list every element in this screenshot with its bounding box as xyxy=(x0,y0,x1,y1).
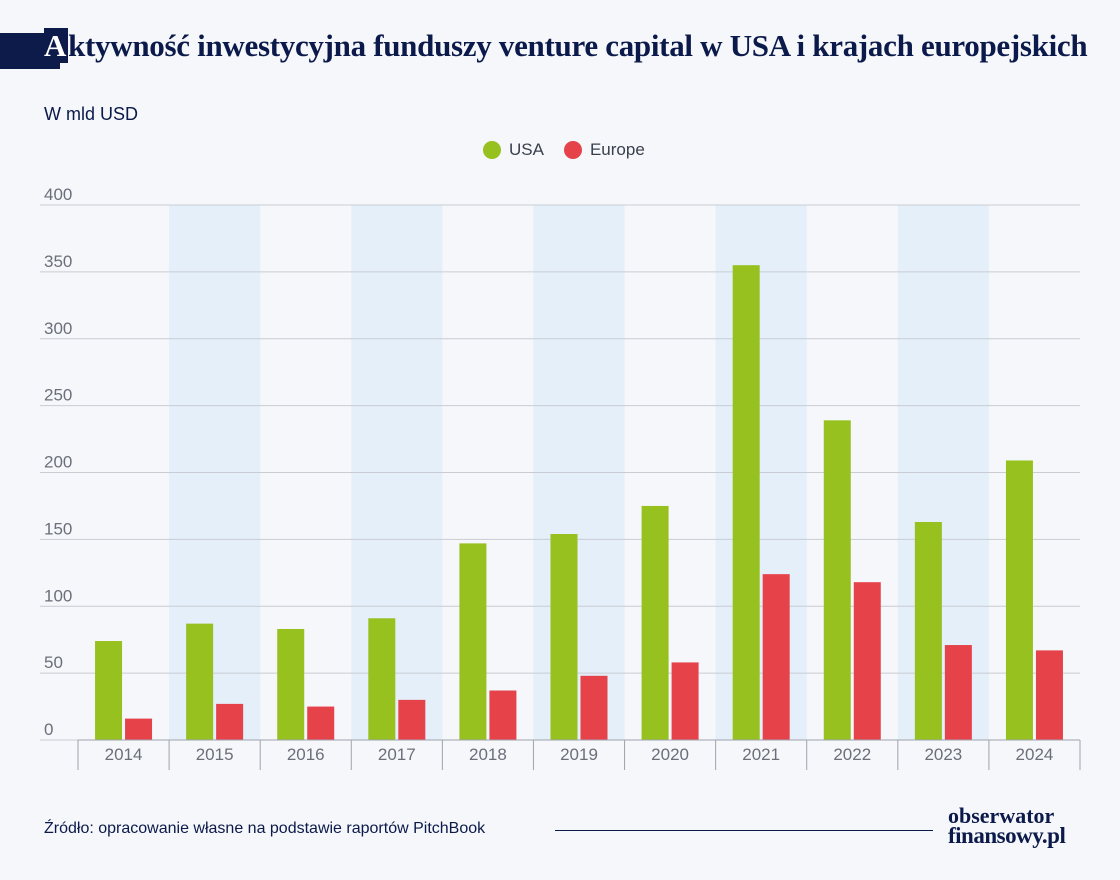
x-tick-label: 2020 xyxy=(651,745,689,764)
x-tick-label: 2017 xyxy=(378,745,416,764)
bar-europe-2020 xyxy=(671,662,699,740)
x-tick-label: 2022 xyxy=(833,745,871,764)
x-tick-label: 2015 xyxy=(196,745,234,764)
bar-usa-2021 xyxy=(732,265,760,740)
bar-usa-2018 xyxy=(459,543,487,740)
logo-line-2: finansowy.pl xyxy=(948,823,1066,848)
bar-usa-2019 xyxy=(550,534,578,740)
bar-europe-2023 xyxy=(944,645,972,740)
y-tick-label: 0 xyxy=(44,720,53,739)
bar-usa-2022 xyxy=(823,420,851,740)
bar-europe-2015 xyxy=(216,703,244,740)
chart-legend: USA Europe xyxy=(483,140,645,160)
bar-usa-2020 xyxy=(641,505,669,740)
chart-title: Aktywność inwestycyjna funduszy venture … xyxy=(44,28,1088,64)
x-tick-label: 2024 xyxy=(1016,745,1054,764)
legend-item-europe: Europe xyxy=(563,140,645,160)
y-tick-label: 250 xyxy=(44,386,72,405)
bar-europe-2022 xyxy=(853,582,881,740)
x-tick-label: 2019 xyxy=(560,745,598,764)
bar-europe-2024 xyxy=(1035,650,1063,740)
bar-usa-2024 xyxy=(1005,460,1033,740)
bar-usa-2016 xyxy=(277,628,305,740)
bar-europe-2014 xyxy=(125,718,153,740)
y-tick-label: 150 xyxy=(44,519,72,538)
bar-europe-2018 xyxy=(489,690,517,740)
x-tick-label: 2014 xyxy=(105,745,143,764)
bar-europe-2021 xyxy=(762,574,790,740)
x-tick-label: 2021 xyxy=(742,745,780,764)
logo-line-1: obserwator xyxy=(948,803,1055,828)
bar-usa-2017 xyxy=(368,618,396,740)
x-tick-label: 2018 xyxy=(469,745,507,764)
bar-europe-2016 xyxy=(307,706,335,740)
source-divider xyxy=(555,830,933,831)
y-tick-label: 100 xyxy=(44,586,72,605)
bar-usa-2015 xyxy=(186,623,214,740)
bar-usa-2014 xyxy=(95,641,123,740)
y-tick-label: 350 xyxy=(44,252,72,271)
title-text: ktywność inwestycyjna funduszy venture c… xyxy=(68,28,1088,63)
y-tick-label: 50 xyxy=(44,653,63,672)
source-note: Źródło: opracowanie własne na podstawie … xyxy=(44,820,486,837)
legend-label-europe: Europe xyxy=(589,140,645,159)
x-tick-label: 2016 xyxy=(287,745,325,764)
legend-swatch-usa xyxy=(483,141,501,159)
publisher-logo: obserwator finansowy.pl xyxy=(948,803,1066,848)
bar-usa-2023 xyxy=(914,521,942,740)
legend-label-usa: USA xyxy=(509,140,544,159)
y-axis-unit-label: W mld USD xyxy=(44,104,138,124)
title-first-letter: A xyxy=(44,28,69,63)
bar-europe-2019 xyxy=(580,675,608,740)
legend-swatch-europe xyxy=(563,141,582,159)
x-tick-label: 2023 xyxy=(924,745,962,764)
y-tick-label: 300 xyxy=(44,319,72,338)
bar-europe-2017 xyxy=(398,699,426,740)
y-tick-label: 400 xyxy=(44,185,72,204)
y-tick-label: 200 xyxy=(44,453,72,472)
legend-item-usa: USA xyxy=(483,140,544,160)
